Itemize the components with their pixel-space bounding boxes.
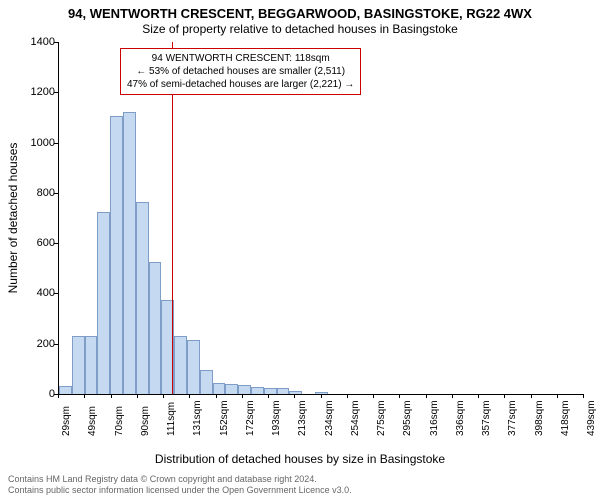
ytick-label: 1400 <box>31 36 55 48</box>
xtick-mark <box>137 394 138 398</box>
ytick-label: 400 <box>37 287 55 299</box>
annotation-callout: 94 WENTWORTH CRESCENT: 118sqm ← 53% of d… <box>120 48 361 95</box>
xtick-label: 234sqm <box>324 400 335 436</box>
xtick-label: 254sqm <box>350 400 361 436</box>
histogram-bar <box>251 387 264 394</box>
xtick-mark <box>111 394 112 398</box>
histogram-bar <box>238 385 251 394</box>
xtick-mark <box>452 394 453 398</box>
histogram-bar <box>110 116 123 394</box>
xtick-mark <box>84 394 85 398</box>
histogram-bar <box>149 262 162 394</box>
ytick-label: 1000 <box>31 137 55 149</box>
histogram-bar <box>85 336 98 394</box>
xtick-label: 357sqm <box>481 400 492 436</box>
histogram-bar <box>59 386 72 394</box>
y-axis-label: Number of detached houses <box>6 143 20 294</box>
xtick-mark <box>163 394 164 398</box>
xtick-label: 377sqm <box>507 400 518 436</box>
histogram-bar <box>72 336 85 394</box>
xtick-mark <box>347 394 348 398</box>
xtick-label: 111sqm <box>166 402 177 436</box>
histogram-bar <box>277 388 290 394</box>
xtick-mark <box>268 394 269 398</box>
xtick-label: 316sqm <box>429 400 440 436</box>
xtick-label: 295sqm <box>402 400 413 436</box>
ytick-label: 600 <box>37 237 55 249</box>
xtick-mark <box>294 394 295 398</box>
xtick-mark <box>504 394 505 398</box>
histogram-bar <box>200 370 213 394</box>
histogram-bar <box>264 388 277 394</box>
annotation-line1: 94 WENTWORTH CRESCENT: 118sqm <box>127 52 354 65</box>
xtick-label: 336sqm <box>455 400 466 436</box>
xtick-mark <box>399 394 400 398</box>
xtick-label: 49sqm <box>87 406 98 436</box>
annotation-line3: 47% of semi-detached houses are larger (… <box>127 78 354 91</box>
histogram-bar <box>213 383 226 394</box>
chart-container: 94, WENTWORTH CRESCENT, BEGGARWOOD, BASI… <box>0 0 600 500</box>
xtick-label: 213sqm <box>297 400 308 436</box>
xtick-mark <box>426 394 427 398</box>
xtick-label: 398sqm <box>534 400 545 436</box>
ytick-label: 200 <box>37 338 55 350</box>
xtick-label: 193sqm <box>271 400 282 436</box>
histogram-bar <box>97 212 110 394</box>
xtick-label: 418sqm <box>560 400 571 436</box>
attribution-line2: Contains public sector information licen… <box>8 485 592 496</box>
xtick-label: 439sqm <box>586 400 597 436</box>
chart-title-sub: Size of property relative to detached ho… <box>0 22 600 36</box>
xtick-label: 172sqm <box>245 400 256 436</box>
xtick-mark <box>478 394 479 398</box>
xtick-mark <box>189 394 190 398</box>
xtick-label: 152sqm <box>219 400 230 436</box>
attribution: Contains HM Land Registry data © Crown c… <box>8 474 592 496</box>
histogram-bar <box>174 336 187 394</box>
histogram-bar <box>289 391 302 394</box>
histogram-bar <box>136 202 149 394</box>
xtick-label: 131sqm <box>192 400 203 436</box>
xtick-label: 275sqm <box>376 400 387 436</box>
xtick-mark <box>242 394 243 398</box>
histogram-bar <box>123 112 136 394</box>
xtick-label: 90sqm <box>140 406 151 436</box>
xtick-mark <box>58 394 59 398</box>
xtick-mark <box>583 394 584 398</box>
xtick-mark <box>321 394 322 398</box>
xtick-label: 70sqm <box>114 406 125 436</box>
xtick-mark <box>216 394 217 398</box>
ytick-label: 800 <box>37 187 55 199</box>
histogram-bar <box>187 340 200 394</box>
attribution-line1: Contains HM Land Registry data © Crown c… <box>8 474 592 485</box>
xtick-label: 29sqm <box>61 406 72 436</box>
xtick-mark <box>373 394 374 398</box>
histogram-bar <box>225 384 238 394</box>
chart-title-main: 94, WENTWORTH CRESCENT, BEGGARWOOD, BASI… <box>0 6 600 21</box>
x-axis-label: Distribution of detached houses by size … <box>0 452 600 466</box>
xtick-mark <box>531 394 532 398</box>
xtick-mark <box>557 394 558 398</box>
ytick-label: 1200 <box>31 86 55 98</box>
annotation-line2: ← 53% of detached houses are smaller (2,… <box>127 65 354 78</box>
